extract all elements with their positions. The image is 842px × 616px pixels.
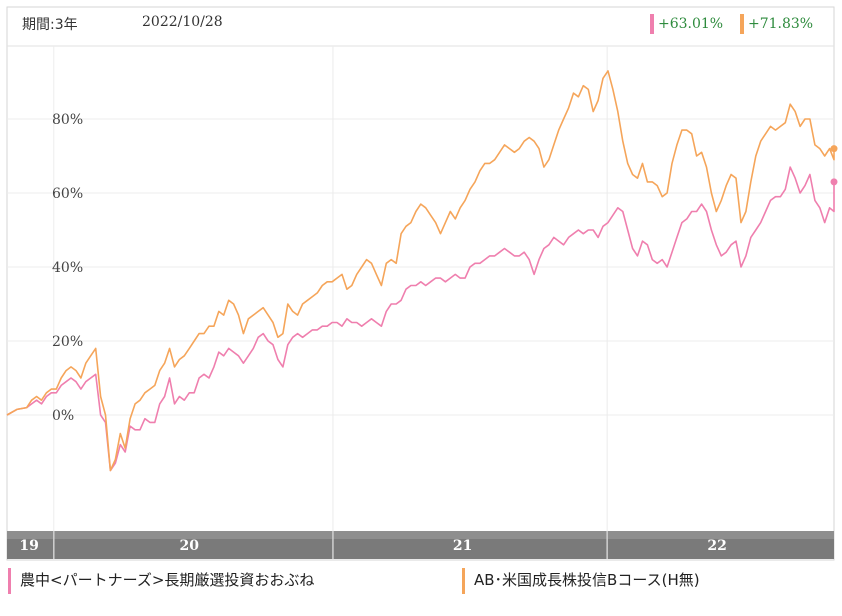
x-tick-label: 22 — [707, 538, 726, 554]
y-tick-label: 0% — [52, 408, 74, 424]
return-orange-bar — [740, 14, 744, 34]
x-tick-label: 19 — [19, 538, 38, 554]
period-label: 期間:3年 — [22, 17, 78, 33]
legend-item-orange: AB･米国成長株投信Bコース(H無) — [462, 566, 700, 594]
y-tick-label: 80% — [52, 112, 83, 128]
return-pink: +63.01% — [650, 12, 723, 36]
series-line-0 — [6, 166, 835, 472]
x-tick-label: 20 — [180, 538, 200, 554]
x-tick-label: 21 — [453, 538, 472, 554]
plot-border — [6, 6, 835, 561]
series-line-1 — [6, 70, 835, 472]
y-tick-label: 20% — [52, 334, 83, 350]
legend-orange-label: AB･米国成長株投信Bコース(H無) — [474, 571, 700, 589]
series-layer — [6, 70, 838, 472]
x-axis-band-highlight — [7, 531, 834, 539]
header-date: 2022/10/28 — [142, 14, 223, 30]
legend-pink-bar — [8, 568, 11, 594]
grid-layer — [7, 46, 834, 531]
series-end-marker-1 — [830, 145, 838, 153]
y-tick-label: 40% — [52, 260, 83, 276]
return-pink-bar — [650, 14, 654, 34]
y-tick-label: 60% — [52, 186, 83, 202]
return-orange-value: +71.83% — [748, 16, 814, 32]
legend-pink-label: 農中<パートナーズ>長期厳選投資おおぶね — [20, 571, 315, 589]
x-axis-band: 19 20 21 22 — [7, 531, 834, 559]
legend-item-pink: 農中<パートナーズ>長期厳選投資おおぶね — [8, 566, 314, 594]
return-pink-value: +63.01% — [658, 16, 724, 32]
y-tick-labels: 0% 20% 40% 60% 80% — [52, 112, 83, 424]
return-orange: +71.83% — [740, 12, 813, 36]
legend-orange-bar — [462, 568, 465, 594]
series-end-marker-0 — [830, 178, 838, 186]
